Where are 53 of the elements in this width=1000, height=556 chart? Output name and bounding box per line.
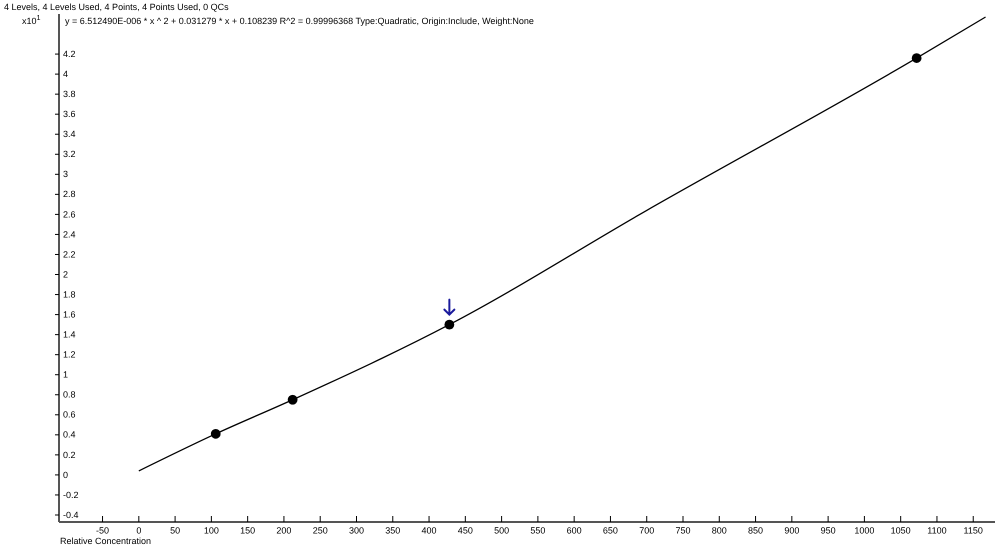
y-tick-label: 0.6: [63, 410, 76, 420]
x-tick-label: 850: [748, 526, 764, 536]
y-tick-label: 2.2: [63, 249, 76, 260]
x-tick-label: 900: [784, 526, 800, 536]
y-tick-label: 2: [63, 269, 68, 280]
x-tick-label: 250: [312, 526, 328, 536]
y-tick-label: 3.4: [63, 129, 76, 140]
x-tick-label: 600: [566, 526, 582, 536]
x-tick-label: 100: [204, 526, 219, 536]
x-tick-label: 450: [458, 526, 473, 536]
x-tick-label: 1150: [964, 526, 983, 536]
x-tick-label: 0: [136, 526, 142, 536]
x-tick-label: 750: [675, 526, 691, 536]
x-tick-label: 1000: [854, 526, 874, 536]
y-tick-label: 0.4: [63, 430, 76, 440]
x-tick-label: 50: [170, 526, 180, 536]
x-tick-label: 700: [639, 526, 654, 536]
y-tick-label: 1: [63, 370, 68, 380]
x-tick-label: 1100: [927, 526, 947, 536]
y-tick-label: 4.2: [63, 48, 76, 59]
x-tick-label: 650: [602, 526, 618, 536]
x-tick-label: 500: [494, 526, 510, 536]
y-tick-label: -0.4: [63, 510, 79, 520]
x-tick-label: 400: [422, 526, 437, 536]
y-tick-label: 1.2: [63, 350, 76, 360]
x-axis-title: Relative Concentration: [60, 536, 152, 546]
y-axis-title: x10$^{1}$: [22, 12, 41, 26]
y-tick-label: -0.2: [63, 490, 79, 500]
y-tick-label: 3.8: [63, 89, 76, 100]
chart-title: 4 Levels, 4 Levels Used, 4 Points, 4 Points Used, 0 QCs: [4, 2, 230, 12]
x-tick-label: 1050: [890, 526, 911, 536]
y-tick-label: 0.8: [63, 390, 76, 400]
y-tick-label: 1.8: [63, 289, 76, 300]
x-tick-label: 800: [712, 526, 727, 536]
y-tick-label: 1.6: [63, 309, 76, 320]
y-tick-label: 3: [63, 169, 68, 180]
x-tick-label: -50: [96, 526, 110, 536]
y-tick-label: 3.2: [63, 149, 76, 160]
y-tick-label: 0.2: [63, 450, 76, 460]
x-tick-label: 200: [276, 526, 292, 536]
y-tick-label: 0: [63, 470, 68, 480]
y-tick-label: 2.6: [63, 209, 76, 220]
x-tick-label: 350: [385, 526, 400, 536]
y-tick-label: 2.8: [63, 189, 76, 200]
x-tick-label: 150: [240, 526, 256, 536]
y-tick-label: 4: [63, 69, 68, 79]
y-tick-label: 1.4: [63, 330, 76, 340]
y-tick-label: 2.4: [63, 229, 76, 240]
y-tick-label: 3.6: [63, 109, 76, 120]
x-tick-label: 300: [348, 526, 364, 536]
annotation: y = 6.512490E-006 * x ^ 2 + 0.031279 * x + 0.108239 R^2 = 0.99996368 Type:Quadratic, Origin:Include, Weight:None: [65, 16, 534, 26]
x-tick-label: 550: [530, 526, 546, 536]
x-tick-label: 950: [820, 526, 836, 536]
